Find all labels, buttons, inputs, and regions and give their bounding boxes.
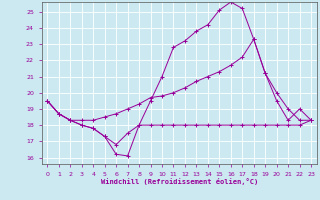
X-axis label: Windchill (Refroidissement éolien,°C): Windchill (Refroidissement éolien,°C) [100, 178, 258, 185]
